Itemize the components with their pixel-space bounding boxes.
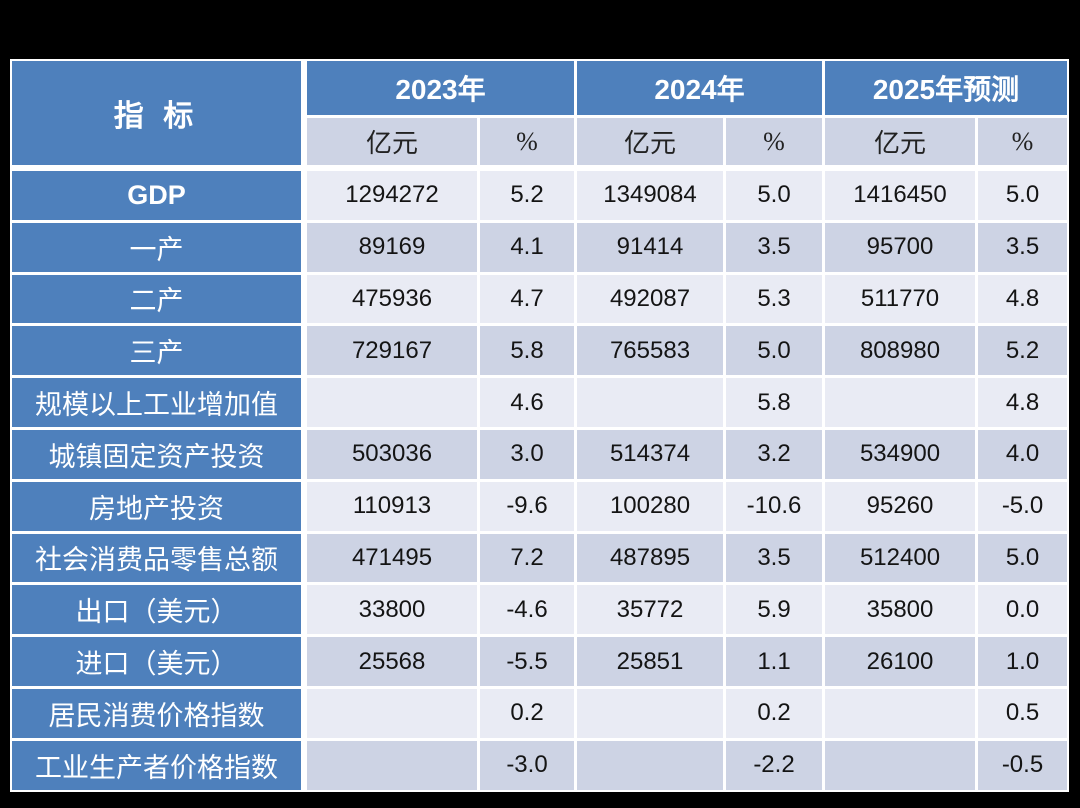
- row-label: 出口（美元）: [12, 585, 304, 635]
- data-cell: 26100: [825, 637, 975, 686]
- data-cell: 1.0: [978, 637, 1067, 686]
- data-cell: [307, 688, 477, 738]
- data-cell: 487895: [577, 533, 723, 583]
- data-cell: 729167: [307, 326, 477, 376]
- data-cell: [825, 378, 975, 427]
- data-cell: 5.0: [978, 171, 1067, 220]
- data-cell: 5.3: [726, 274, 822, 324]
- data-cell: 471495: [307, 533, 477, 583]
- corner-header-indicator: 指 标: [12, 61, 304, 168]
- year-header-2025-forecast: 2025年预测: [825, 61, 1067, 115]
- data-cell: 4.8: [978, 274, 1067, 324]
- unit-header-yuan-2025: 亿元: [825, 118, 975, 168]
- data-cell: 1294272: [307, 171, 477, 220]
- data-cell: -5.0: [978, 481, 1067, 531]
- data-cell: 91414: [577, 222, 723, 272]
- data-cell: 0.2: [480, 688, 574, 738]
- data-cell: 4.6: [480, 378, 574, 427]
- data-cell: 0.2: [726, 688, 822, 738]
- data-cell: 514374: [577, 429, 723, 479]
- data-cell: 511770: [825, 274, 975, 324]
- data-cell: 0.5: [978, 688, 1067, 738]
- data-cell: 3.0: [480, 429, 574, 479]
- data-cell: [307, 740, 477, 790]
- data-cell: 25568: [307, 637, 477, 686]
- data-cell: -4.6: [480, 585, 574, 635]
- row-label: 一产: [12, 222, 304, 272]
- unit-header-yuan-2024: 亿元: [577, 118, 723, 168]
- data-cell: 33800: [307, 585, 477, 635]
- row-label: GDP: [12, 171, 304, 220]
- data-cell: 7.2: [480, 533, 574, 583]
- row-label: 城镇固定资产投资: [12, 429, 304, 479]
- data-cell: 95260: [825, 481, 975, 531]
- row-label: 规模以上工业增加值: [12, 378, 304, 427]
- data-cell: 503036: [307, 429, 477, 479]
- data-cell: -3.0: [480, 740, 574, 790]
- data-cell: 4.8: [978, 378, 1067, 427]
- data-cell: 25851: [577, 637, 723, 686]
- data-cell: 1.1: [726, 637, 822, 686]
- year-header-2024: 2024年: [577, 61, 822, 115]
- data-cell: 5.8: [480, 326, 574, 376]
- row-label: 三产: [12, 326, 304, 376]
- unit-header-pct-2025: %: [978, 118, 1067, 168]
- data-cell: 492087: [577, 274, 723, 324]
- data-cell: 808980: [825, 326, 975, 376]
- data-cell: -10.6: [726, 481, 822, 531]
- data-cell: 89169: [307, 222, 477, 272]
- data-cell: 534900: [825, 429, 975, 479]
- data-cell: 5.8: [726, 378, 822, 427]
- row-label: 工业生产者价格指数: [12, 740, 304, 790]
- data-cell: 512400: [825, 533, 975, 583]
- unit-header-pct-2024: %: [726, 118, 822, 168]
- data-cell: 0.0: [978, 585, 1067, 635]
- data-cell: 5.9: [726, 585, 822, 635]
- data-cell: 35800: [825, 585, 975, 635]
- data-cell: 475936: [307, 274, 477, 324]
- economic-indicators-table: 指 标 2023年 2024年 2025年预测 亿元 % 亿元 % 亿元 % G…: [10, 59, 1069, 792]
- data-cell: 100280: [577, 481, 723, 531]
- data-cell: 1416450: [825, 171, 975, 220]
- year-header-2023: 2023年: [307, 61, 574, 115]
- data-cell: 35772: [577, 585, 723, 635]
- data-cell: 5.0: [726, 171, 822, 220]
- row-label: 二产: [12, 274, 304, 324]
- data-cell: 95700: [825, 222, 975, 272]
- data-cell: 3.5: [726, 533, 822, 583]
- data-cell: 5.2: [978, 326, 1067, 376]
- data-cell: 5.0: [726, 326, 822, 376]
- data-cell: [307, 378, 477, 427]
- data-cell: [825, 688, 975, 738]
- data-cell: 110913: [307, 481, 477, 531]
- data-cell: 4.1: [480, 222, 574, 272]
- unit-header-yuan-2023: 亿元: [307, 118, 477, 168]
- data-cell: 765583: [577, 326, 723, 376]
- data-cell: 3.2: [726, 429, 822, 479]
- data-cell: -2.2: [726, 740, 822, 790]
- data-cell: 1349084: [577, 171, 723, 220]
- data-cell: -9.6: [480, 481, 574, 531]
- row-label: 居民消费价格指数: [12, 688, 304, 738]
- data-cell: -0.5: [978, 740, 1067, 790]
- data-cell: 3.5: [978, 222, 1067, 272]
- row-label: 进口（美元）: [12, 637, 304, 686]
- data-cell: [577, 688, 723, 738]
- table-grid: 指 标 2023年 2024年 2025年预测 亿元 % 亿元 % 亿元 % G…: [12, 61, 1067, 790]
- data-cell: 4.0: [978, 429, 1067, 479]
- data-cell: 4.7: [480, 274, 574, 324]
- unit-header-pct-2023: %: [480, 118, 574, 168]
- data-cell: 5.0: [978, 533, 1067, 583]
- data-cell: [577, 378, 723, 427]
- data-cell: 5.2: [480, 171, 574, 220]
- data-cell: 3.5: [726, 222, 822, 272]
- data-cell: -5.5: [480, 637, 574, 686]
- data-cell: [577, 740, 723, 790]
- data-cell: [825, 740, 975, 790]
- row-label: 社会消费品零售总额: [12, 533, 304, 583]
- row-label: 房地产投资: [12, 481, 304, 531]
